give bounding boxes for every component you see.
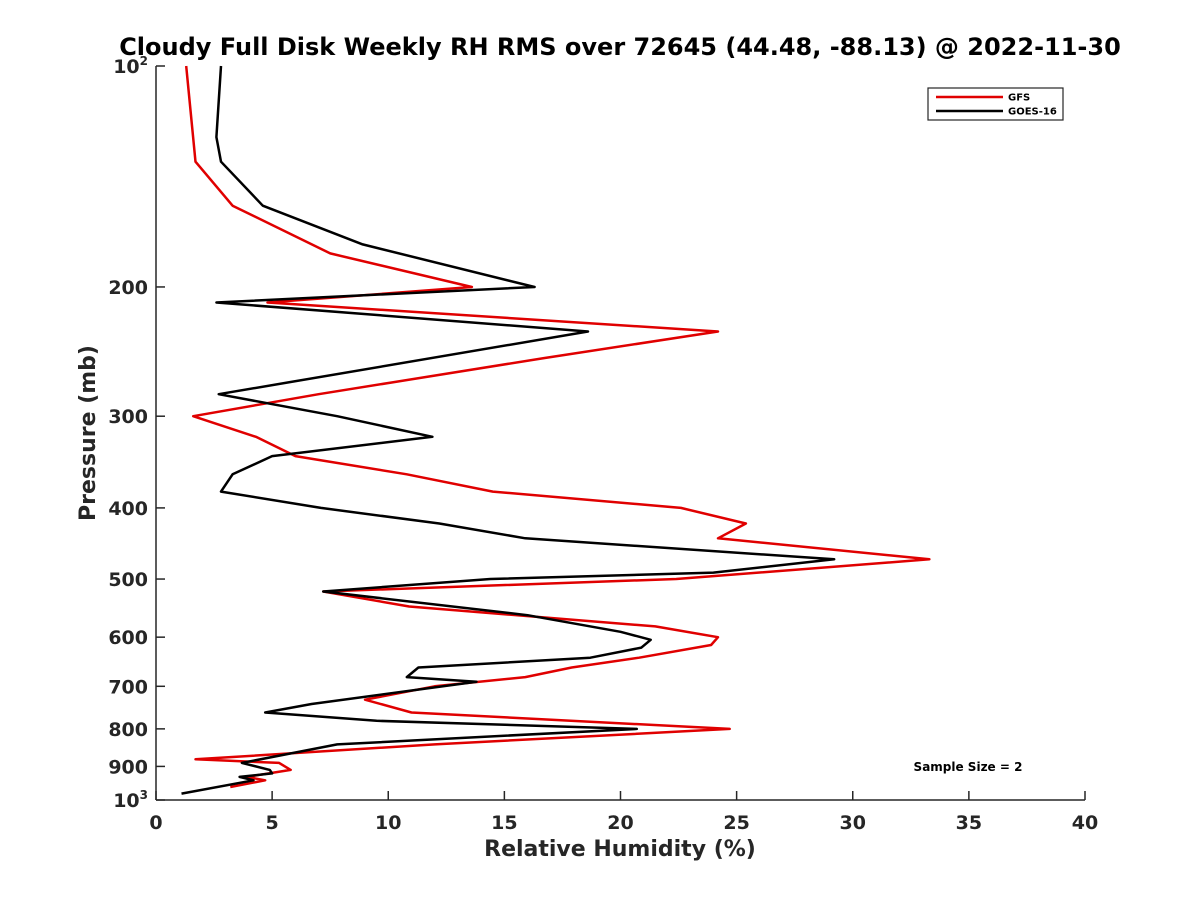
x-tick-label-35: 35 <box>956 812 982 834</box>
x-tick-label-10: 10 <box>375 812 401 834</box>
legend-box <box>927 87 1064 121</box>
y-tick-label-800: 800 <box>108 719 148 741</box>
y-tick-label-600: 600 <box>108 627 148 649</box>
y-tick-label-700: 700 <box>108 676 148 698</box>
legend-label-goes-16: GOES-16 <box>1008 107 1057 118</box>
x-tick-label-40: 40 <box>1072 812 1098 834</box>
series-line-gfs <box>184 65 931 789</box>
y-axis-label: Pressure (mb) <box>76 345 101 521</box>
y-tick-label-300: 300 <box>108 406 148 428</box>
x-tick-label-30: 30 <box>840 812 866 834</box>
y-tick-label-500: 500 <box>108 569 148 591</box>
legend-label-gfs: GFS <box>1008 93 1030 104</box>
y-tick-label-1000: 103 <box>113 788 148 812</box>
x-tick-label-15: 15 <box>491 812 517 834</box>
series-line-goes-16 <box>181 65 836 795</box>
sample-size-annotation: Sample Size = 2 <box>914 760 1023 774</box>
x-tick-label-5: 5 <box>266 812 279 834</box>
y-tick-label-900: 900 <box>108 756 148 778</box>
chart-title: Cloudy Full Disk Weekly RH RMS over 7264… <box>119 33 1121 61</box>
legend: GFS GOES-16 <box>927 87 1064 121</box>
x-tick-label-0: 0 <box>149 812 162 834</box>
x-axis-label: Relative Humidity (%) <box>484 837 756 862</box>
x-tick-label-25: 25 <box>723 812 749 834</box>
y-tick-label-400: 400 <box>108 498 148 520</box>
x-tick-label-20: 20 <box>607 812 633 834</box>
y-tick-label-200: 200 <box>108 277 148 299</box>
y-tick-label-100: 102 <box>113 54 148 78</box>
